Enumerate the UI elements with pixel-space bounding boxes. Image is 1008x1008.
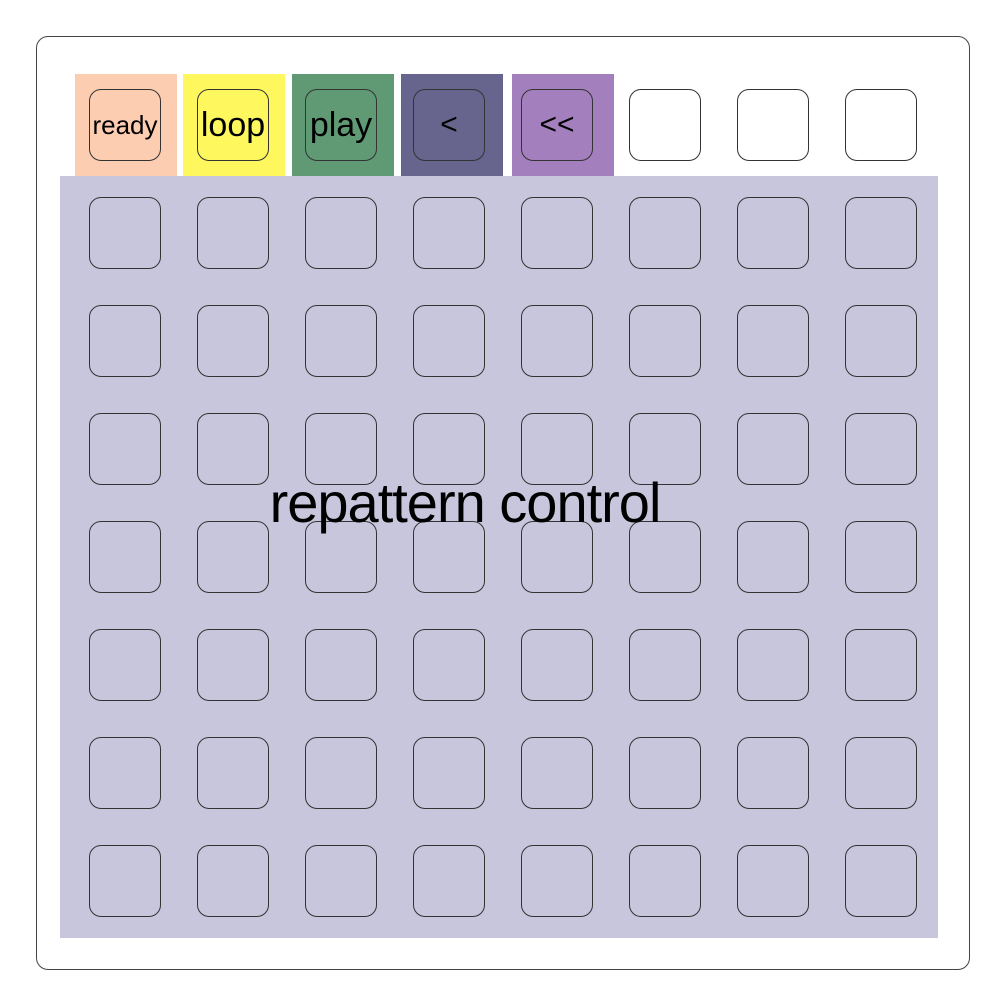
grid-pad-r2-c6[interactable]: [629, 305, 701, 377]
grid-pad-r4-c1[interactable]: [89, 521, 161, 593]
grid-pad-r7-c6[interactable]: [629, 845, 701, 917]
grid-pad-r1-c5[interactable]: [521, 197, 593, 269]
grid-pad-r7-c3[interactable]: [305, 845, 377, 917]
top-pad-label: play: [309, 106, 373, 144]
top-pad-7[interactable]: [737, 89, 809, 161]
grid-pad-r7-c4[interactable]: [413, 845, 485, 917]
grid-pad-r4-c3[interactable]: [305, 521, 377, 593]
grid-pad-r3-c6[interactable]: [629, 413, 701, 485]
grid-pad-r6-c5[interactable]: [521, 737, 593, 809]
grid-pad-r5-c7[interactable]: [737, 629, 809, 701]
pattern-grid-region: [60, 176, 938, 938]
grid-pad-r3-c3[interactable]: [305, 413, 377, 485]
grid-pad-r5-c8[interactable]: [845, 629, 917, 701]
grid-pad-r4-c2[interactable]: [197, 521, 269, 593]
grid-pad-r2-c7[interactable]: [737, 305, 809, 377]
grid-pad-r5-c1[interactable]: [89, 629, 161, 701]
grid-pad-r6-c7[interactable]: [737, 737, 809, 809]
grid-pad-r5-c2[interactable]: [197, 629, 269, 701]
top-pad-8[interactable]: [845, 89, 917, 161]
grid-pad-r1-c2[interactable]: [197, 197, 269, 269]
grid-pad-r3-c2[interactable]: [197, 413, 269, 485]
top-pad-4[interactable]: <: [413, 89, 485, 161]
grid-pad-r3-c7[interactable]: [737, 413, 809, 485]
grid-pad-r3-c5[interactable]: [521, 413, 593, 485]
grid-pad-r3-c1[interactable]: [89, 413, 161, 485]
grid-pad-r7-c8[interactable]: [845, 845, 917, 917]
grid-pad-r1-c6[interactable]: [629, 197, 701, 269]
top-pad-6[interactable]: [629, 89, 701, 161]
top-pad-label: loop: [200, 106, 266, 144]
grid-pad-r7-c2[interactable]: [197, 845, 269, 917]
grid-pad-r3-c4[interactable]: [413, 413, 485, 485]
grid-pad-r4-c6[interactable]: [629, 521, 701, 593]
grid-pad-r5-c4[interactable]: [413, 629, 485, 701]
grid-pad-r1-c1[interactable]: [89, 197, 161, 269]
grid-pad-r2-c2[interactable]: [197, 305, 269, 377]
grid-pad-r6-c3[interactable]: [305, 737, 377, 809]
top-pad-label: <: [440, 108, 458, 141]
grid-pad-r5-c3[interactable]: [305, 629, 377, 701]
grid-pad-r4-c7[interactable]: [737, 521, 809, 593]
grid-pad-r6-c2[interactable]: [197, 737, 269, 809]
grid-pad-r6-c8[interactable]: [845, 737, 917, 809]
grid-pad-r1-c8[interactable]: [845, 197, 917, 269]
grid-pad-r2-c5[interactable]: [521, 305, 593, 377]
grid-pad-r6-c4[interactable]: [413, 737, 485, 809]
grid-pad-r2-c1[interactable]: [89, 305, 161, 377]
grid-pad-r7-c7[interactable]: [737, 845, 809, 917]
grid-pad-r3-c8[interactable]: [845, 413, 917, 485]
grid-pad-r5-c5[interactable]: [521, 629, 593, 701]
top-pad-label: <<: [539, 108, 575, 141]
grid-pad-r6-c1[interactable]: [89, 737, 161, 809]
top-pad-2[interactable]: loop: [197, 89, 269, 161]
grid-pad-r2-c8[interactable]: [845, 305, 917, 377]
top-pad-label: ready: [92, 110, 158, 140]
grid-pad-r6-c6[interactable]: [629, 737, 701, 809]
top-pad-3[interactable]: play: [305, 89, 377, 161]
grid-pad-r7-c5[interactable]: [521, 845, 593, 917]
top-pad-1[interactable]: ready: [89, 89, 161, 161]
grid-pad-r1-c7[interactable]: [737, 197, 809, 269]
grid-pad-r7-c1[interactable]: [89, 845, 161, 917]
grid-pad-r4-c5[interactable]: [521, 521, 593, 593]
top-pad-5[interactable]: <<: [521, 89, 593, 161]
grid-pad-r1-c3[interactable]: [305, 197, 377, 269]
grid-pad-r4-c4[interactable]: [413, 521, 485, 593]
grid-pad-r1-c4[interactable]: [413, 197, 485, 269]
grid-pad-r4-c8[interactable]: [845, 521, 917, 593]
grid-pad-r2-c4[interactable]: [413, 305, 485, 377]
grid-pad-r5-c6[interactable]: [629, 629, 701, 701]
grid-pad-r2-c3[interactable]: [305, 305, 377, 377]
